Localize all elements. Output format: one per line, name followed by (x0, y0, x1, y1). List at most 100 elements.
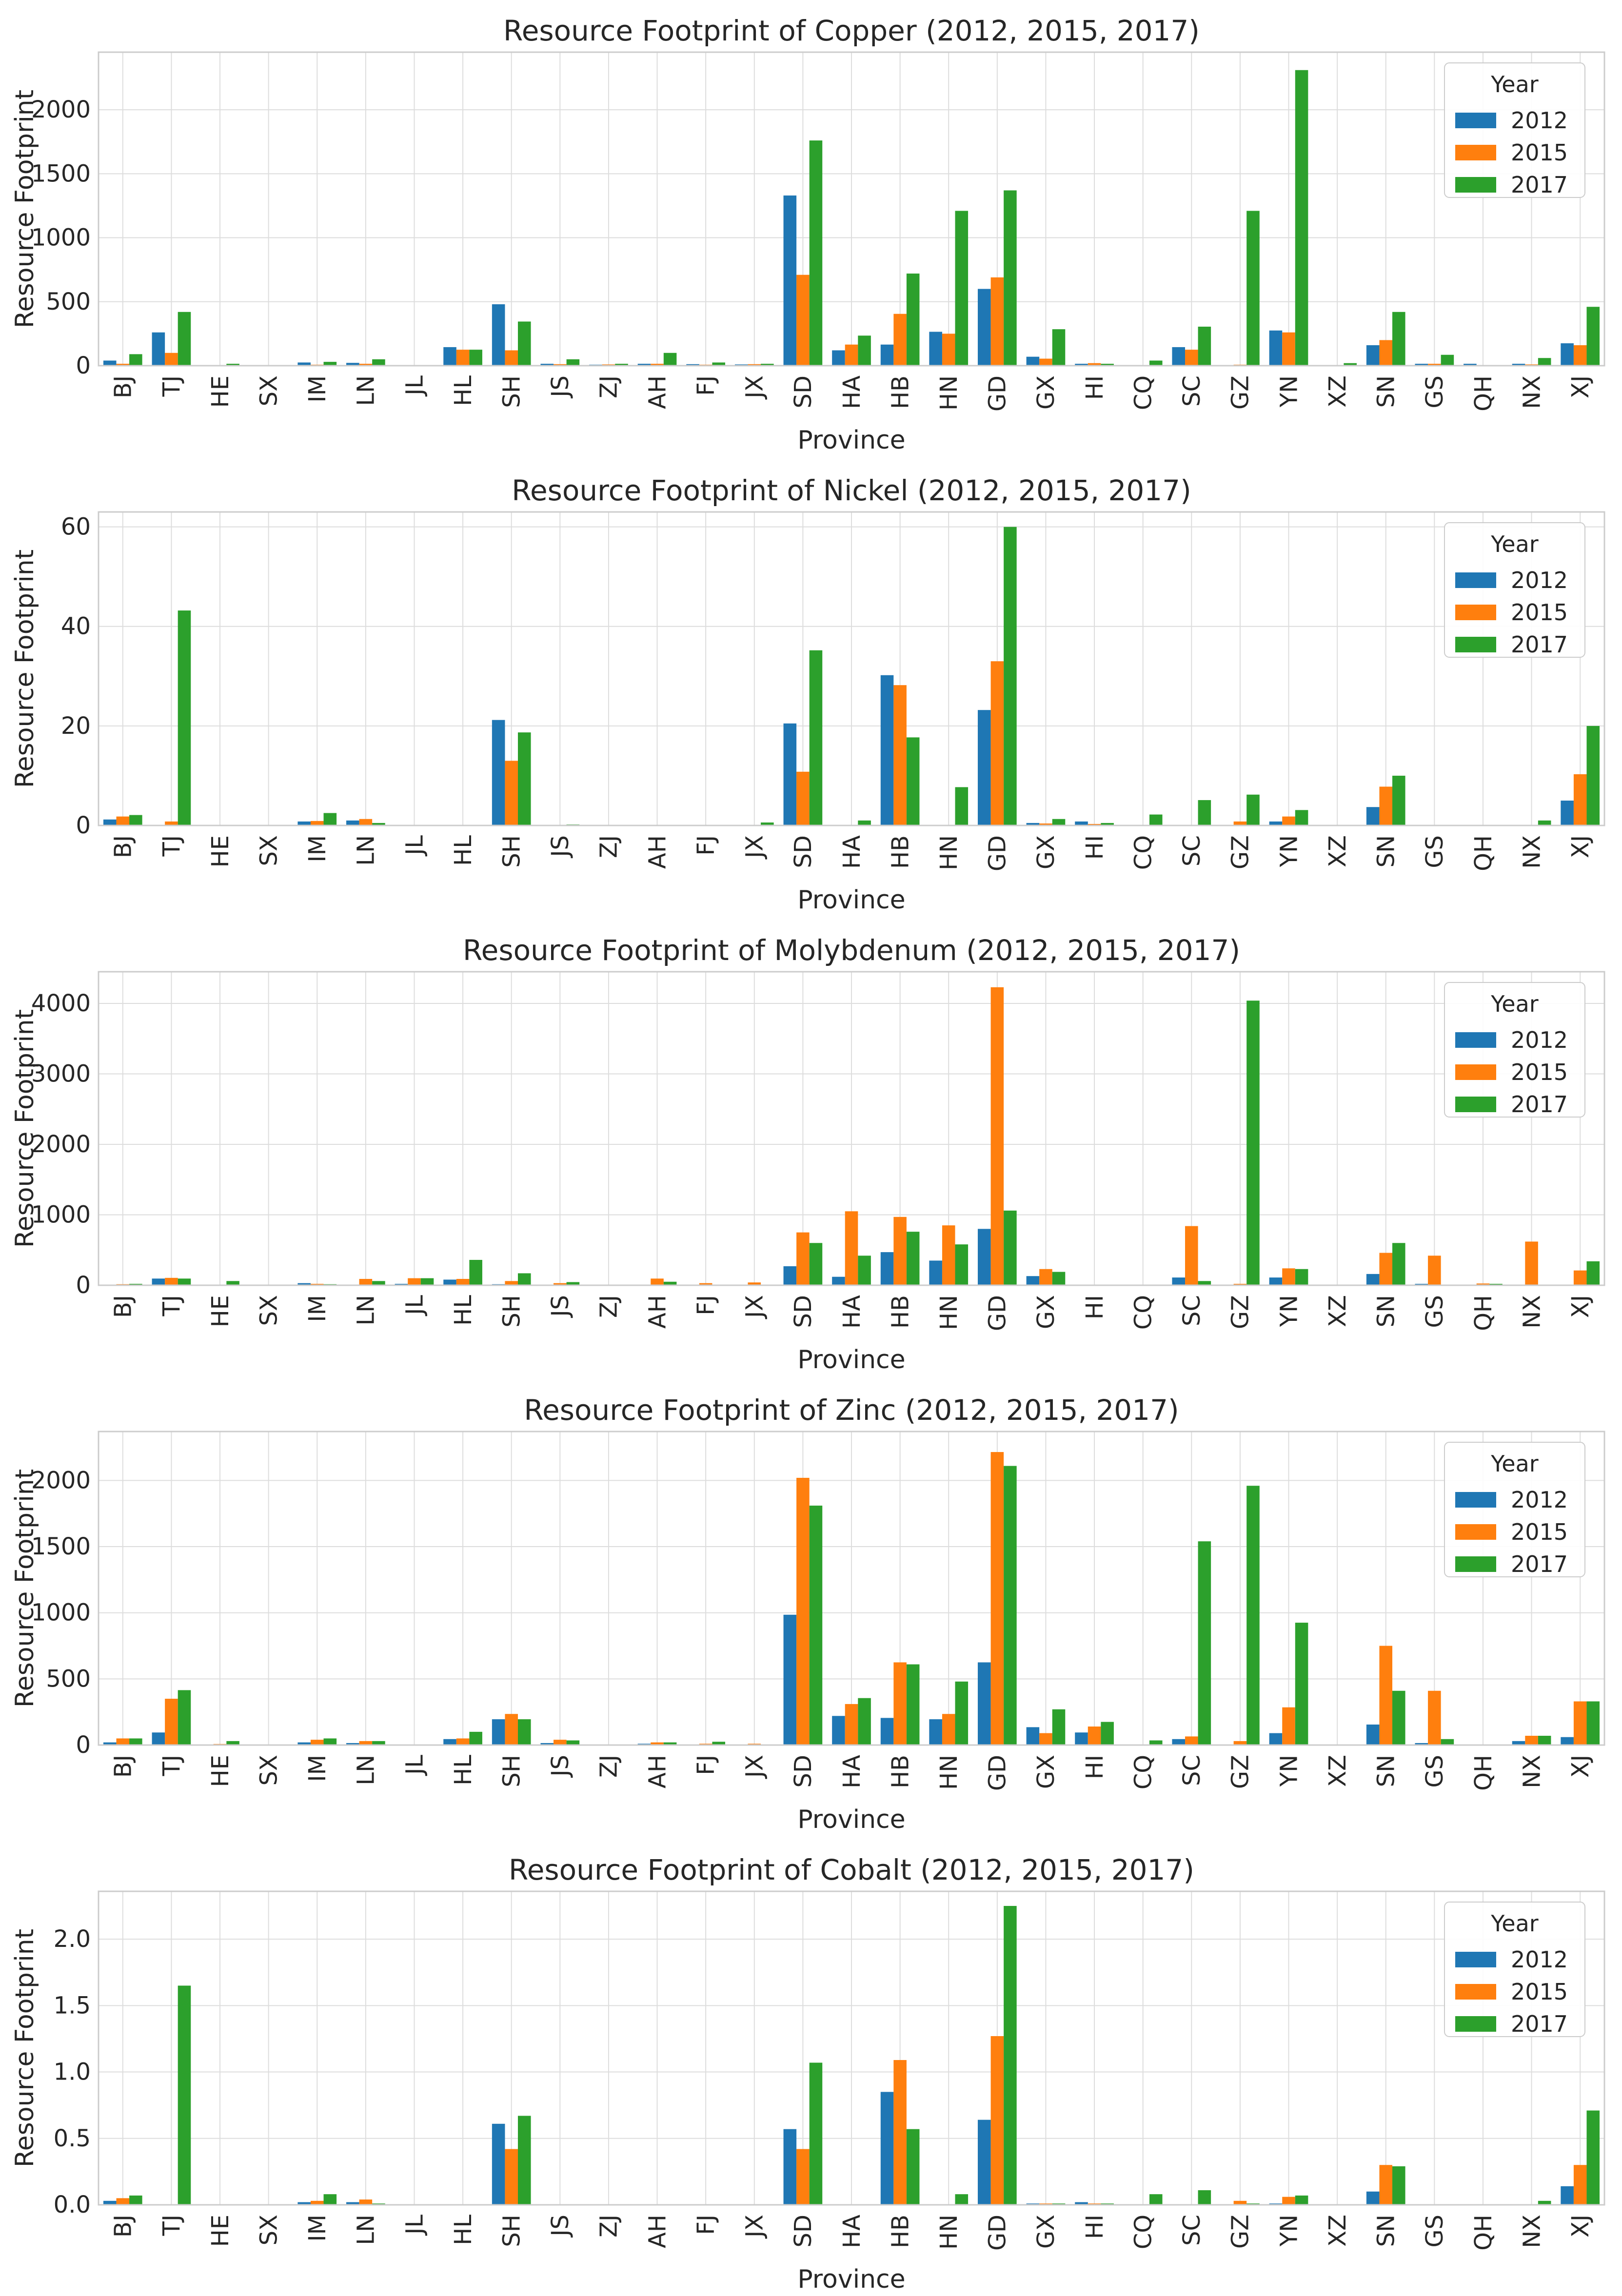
x-tick-label: YN (1275, 835, 1303, 867)
x-tick-label: NX (1518, 1755, 1545, 1788)
bar-2012-SH (492, 304, 505, 366)
y-axis-label: Resource Footprint (10, 90, 40, 328)
x-tick-label: NX (1518, 375, 1545, 409)
bar-2012-HL (443, 1739, 456, 1745)
x-tick-label: GX (1032, 2215, 1060, 2249)
x-tick-label: SX (255, 2215, 282, 2245)
legend-swatch-2015 (1455, 1984, 1496, 2000)
bar-2015-LN (359, 1741, 373, 1745)
x-tick-label: BJ (110, 375, 137, 398)
bar-2012-SD (783, 1614, 797, 1745)
bar-2017-XJ (1586, 1701, 1600, 1745)
bar-2012-SD (783, 2129, 797, 2205)
x-tick-label: JX (741, 1295, 769, 1319)
bar-2017-HN (955, 2194, 969, 2205)
legend-box (1444, 1442, 1585, 1577)
bar-2015-SC (1185, 1226, 1198, 1285)
bar-2012-HB (880, 1718, 894, 1745)
x-tick-label: SX (255, 1295, 282, 1326)
bar-2015-BJ (116, 364, 130, 366)
bar-2015-GD (990, 277, 1004, 366)
x-tick-label: HA (838, 375, 866, 409)
x-tick-label: HA (838, 1295, 866, 1329)
bar-2017-AH (663, 1742, 677, 1745)
x-tick-label: SH (498, 1755, 526, 1787)
bar-2015-SH (505, 2149, 518, 2205)
x-tick-label: AH (644, 375, 671, 409)
bar-2015-FJ (699, 1283, 712, 1285)
bar-2017-HL (469, 1259, 482, 1285)
bar-2017-NX (1538, 820, 1551, 825)
bar-2012-LN (346, 820, 359, 825)
bar-2017-LN (372, 1281, 385, 1285)
bar-2012-JS (540, 1743, 554, 1745)
y-tick-label: 2.0 (54, 1925, 91, 1953)
bar-2017-HE (226, 1741, 239, 1745)
bar-2017-GX (1052, 819, 1066, 825)
chart-title: Resource Footprint of Zinc (2012, 2015, … (524, 1393, 1179, 1427)
bar-2017-XJ (1586, 726, 1600, 825)
legend-label-2012: 2012 (1511, 107, 1568, 134)
bar-2017-HB (906, 2129, 920, 2205)
x-tick-label: XZ (1324, 1755, 1351, 1787)
bar-2015-BJ (116, 816, 130, 825)
plot-frame (98, 971, 1605, 1286)
bar-2017-CQ (1149, 360, 1163, 366)
x-tick-label: JL (401, 835, 428, 857)
x-tick-label: HN (935, 2215, 963, 2250)
bar-2017-HA (858, 1256, 871, 1285)
bar-2015-GD (990, 987, 1004, 1285)
x-tick-label: TJ (158, 1295, 185, 1316)
x-tick-label: IM (304, 1755, 331, 1782)
bar-2015-HN (942, 1225, 955, 1285)
bar-2017-IM (323, 1738, 337, 1745)
x-tick-label: XJ (1567, 835, 1594, 858)
bar-2017-HA (858, 335, 871, 366)
bar-2015-JS (554, 1740, 567, 1745)
bar-2017-HL (469, 1731, 482, 1745)
bar-2012-HN (929, 332, 942, 366)
bar-2012-IM (297, 362, 311, 366)
x-tick-label: HE (207, 375, 234, 408)
bar-2017-SC (1198, 2190, 1211, 2205)
bar-2012-GD (977, 289, 991, 366)
bar-2012-XJ (1561, 2186, 1574, 2205)
bar-2012-QH (1464, 364, 1477, 366)
x-tick-label: IM (304, 2215, 331, 2242)
x-axis-label: Province (797, 1345, 905, 1374)
x-tick-label: HL (450, 835, 477, 866)
x-tick-label: GS (1421, 2215, 1448, 2248)
bar-2012-GS (1415, 1743, 1428, 1745)
chart-title: Resource Footprint of Cobalt (2012, 2015… (509, 1853, 1194, 1886)
x-tick-label: AH (644, 1755, 671, 1788)
x-tick-label: SX (255, 375, 282, 406)
bar-2017-GD (1004, 527, 1017, 825)
y-tick-label: 60 (61, 513, 91, 541)
bar-2015-SD (796, 275, 810, 366)
legend-box (1444, 982, 1585, 1118)
bar-2015-HN (942, 334, 955, 366)
bar-2017-FJ (712, 1742, 726, 1745)
bar-2012-SH (492, 720, 505, 825)
legend-label-2015: 2015 (1511, 599, 1568, 626)
bar-2015-SC (1185, 350, 1198, 366)
bar-2017-HI (1101, 1722, 1114, 1745)
x-tick-label: HI (1081, 1755, 1108, 1779)
legend-title: Year (1490, 1451, 1538, 1477)
bar-2012-IM (297, 1742, 311, 1745)
x-tick-label: YN (1275, 2215, 1303, 2247)
x-axis-label: Province (797, 885, 905, 915)
x-axis-label: Province (797, 2265, 905, 2294)
bar-2015-GZ (1233, 821, 1247, 825)
bar-2015-SN (1379, 1253, 1393, 1285)
bar-2017-SH (517, 2116, 531, 2205)
x-tick-label: JX (741, 375, 769, 400)
bar-2017-CQ (1149, 814, 1163, 825)
y-tick-label: 0 (76, 812, 91, 839)
legend-swatch-2015 (1455, 605, 1496, 620)
bar-2012-JS (540, 364, 554, 366)
chart-panel-0: 0 500 1000 1500 2000 BJ TJ HE SX IM LN JL HL SH JS ZJ AH… (10, 14, 1605, 455)
bar-2017-SH (517, 321, 531, 366)
x-tick-label: QH (1470, 375, 1497, 412)
